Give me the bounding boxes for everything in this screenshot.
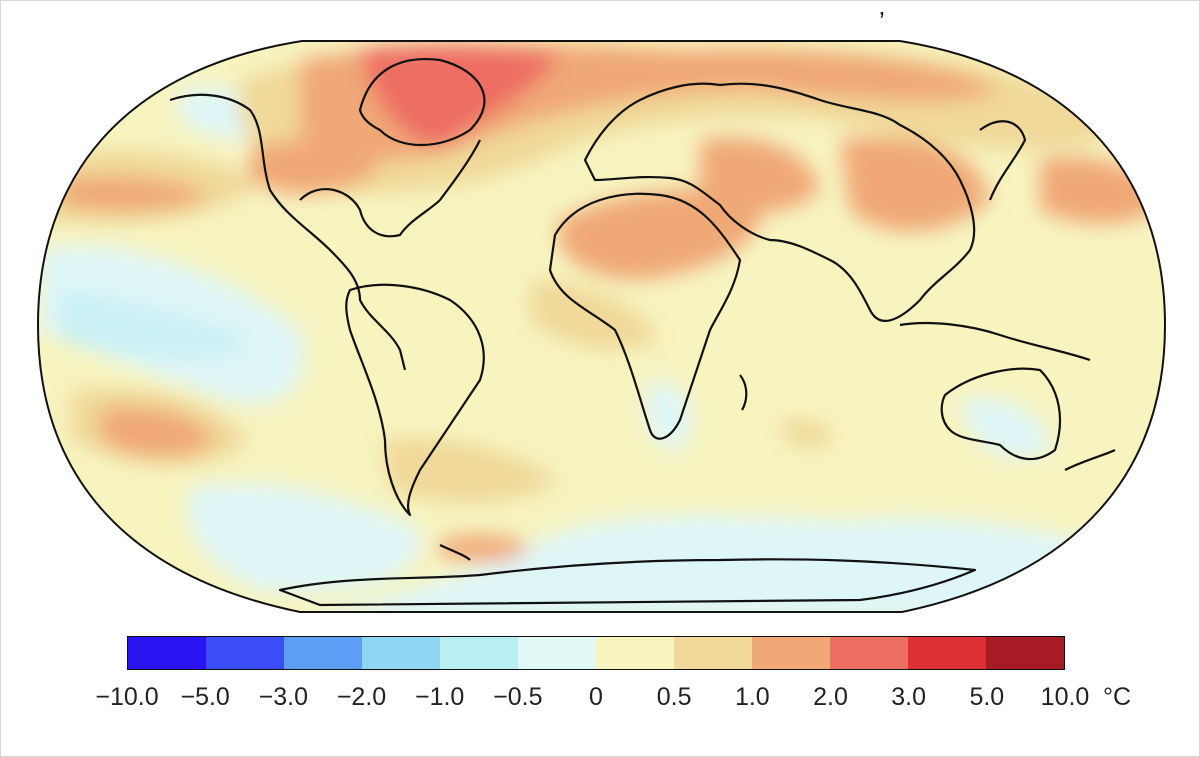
legend-swatch xyxy=(908,637,986,669)
legend-swatch xyxy=(440,637,518,669)
central-asia-warm-anomaly xyxy=(840,137,990,232)
legend-colorbar xyxy=(127,636,1065,670)
south-america-coastline xyxy=(345,283,485,517)
south-atlantic-warm-anomaly xyxy=(380,437,560,504)
southern-ocean-cool-anomaly xyxy=(300,515,1160,612)
legend-tick-label: −10.0 xyxy=(95,683,159,711)
middle-east-warm-anomaly xyxy=(700,137,820,213)
east-asia-coastline xyxy=(979,120,1027,201)
north-africa-warm-anomaly xyxy=(558,189,762,280)
map-outline xyxy=(36,40,1167,613)
south-pacific-cool-anomaly xyxy=(188,483,421,593)
temperature-anomaly-map xyxy=(36,40,1167,613)
legend-tick-label: 0 xyxy=(589,683,603,711)
legend-tick-label: −3.0 xyxy=(258,683,309,711)
legend-tick-label: 0.5 xyxy=(656,683,692,711)
legend-swatch xyxy=(674,637,752,669)
canada-warm-anomaly xyxy=(250,139,380,194)
eastern-north-america-coastline xyxy=(299,139,481,238)
south-pacific-warm-anomaly xyxy=(100,406,215,457)
legend-tick-label: −1.0 xyxy=(414,683,465,711)
legend-swatch xyxy=(596,637,674,669)
legend-swatch xyxy=(986,637,1064,669)
legend-tick-label: −0.5 xyxy=(493,683,543,711)
legend-swatch xyxy=(284,637,362,669)
legend-unit-label: °C xyxy=(1103,683,1132,711)
greenland-coastline xyxy=(358,58,486,146)
legend-tick-label: −5.0 xyxy=(180,683,230,711)
legend-swatch xyxy=(128,637,206,669)
madagascar-coastline xyxy=(739,374,748,411)
legend-tick-label: 1.0 xyxy=(734,683,770,711)
greenland-hot-anomaly xyxy=(360,44,560,150)
north-pacific-hot-anomaly xyxy=(60,175,210,212)
legend-swatch xyxy=(830,637,908,669)
australia-coastline xyxy=(940,367,1062,461)
legend-swatch xyxy=(518,637,596,669)
anomaly-field xyxy=(38,41,1165,612)
legend-tick-label: 10.0 xyxy=(1040,683,1090,711)
antarctic-peninsula-coastline xyxy=(439,544,471,561)
legend-tick-label: 5.0 xyxy=(969,683,1005,711)
legend-swatch xyxy=(752,637,830,669)
legend-tick-label: −2.0 xyxy=(336,683,387,711)
new-zealand-coastline xyxy=(1064,449,1116,471)
africa-coastline xyxy=(548,192,742,440)
stray-mark: ’ xyxy=(879,6,885,36)
legend-tick-label: 2.0 xyxy=(813,683,848,711)
coastlines xyxy=(169,58,1116,607)
pacific-cool-core xyxy=(60,290,250,359)
legend-swatch xyxy=(362,637,440,669)
legend-swatch xyxy=(206,637,284,669)
north-america-coastline xyxy=(169,93,407,371)
antarctica-coastline xyxy=(278,558,977,607)
southern-africa-cool-anomaly xyxy=(646,380,690,450)
indonesia-coastline xyxy=(899,321,1091,362)
legend-tick-label: 3.0 xyxy=(891,683,927,711)
indian-ocean-warm-anomaly xyxy=(780,419,833,449)
eurasia-coastline xyxy=(583,82,976,322)
australia-cool-anomaly xyxy=(960,398,1050,458)
